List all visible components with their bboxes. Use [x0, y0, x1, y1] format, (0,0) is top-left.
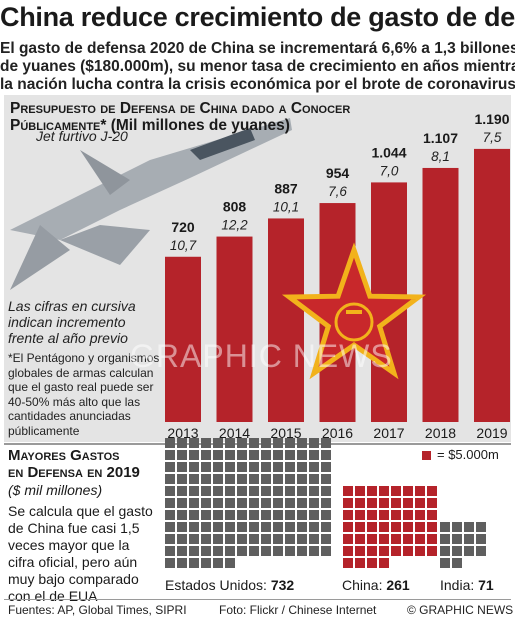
spending-unit: ($ mil millones) [8, 482, 103, 498]
legend: = $5.000m [422, 447, 499, 462]
category-label: 2018 [425, 425, 456, 441]
subtitle-line: la nación lucha contra la crisis económi… [0, 76, 515, 93]
footnote: *El Pentágono y organismos globales de a… [8, 351, 159, 438]
bar-2018 [422, 167, 459, 422]
subtitle-line: El gasto de defensa 2020 de China se inc… [0, 40, 515, 57]
footer-divider [4, 599, 511, 600]
footnote-line: que el gasto real puede ser [8, 380, 154, 394]
watermark: GRAPHIC NEWS [130, 338, 393, 374]
value-label: 720 [171, 219, 195, 235]
footer-photo: Foto: Flickr / Chinese Internet [219, 603, 377, 617]
bar-2014 [216, 236, 253, 422]
spending-title: Mayores Gastos en Defensa en 2019 [8, 447, 140, 481]
category-label: 2016 [322, 425, 353, 441]
bar-2015 [268, 218, 304, 422]
legend-text: = $5.000m [437, 447, 499, 462]
budget-chart-title: Presupuesto de Defensa de China dado a C… [10, 100, 350, 134]
footer-sources: Fuentes: AP, Global Times, SIPRI [8, 603, 187, 617]
value-label: 1.107 [423, 130, 458, 146]
bar-2019 [474, 148, 510, 422]
italic-note-line: frente al año previo [8, 330, 128, 346]
section-divider [4, 443, 511, 445]
value-label: 954 [326, 165, 350, 181]
category-label: 2013 [167, 425, 198, 441]
footnote-line: públicamente [8, 423, 80, 438]
spending-text-line: cifra oficial, pero aún [8, 554, 138, 570]
footnote-line: 40-50% más alto que las [8, 394, 141, 409]
label-usa: Estados Unidos: 732 [165, 577, 295, 593]
value-label: 808 [223, 199, 247, 215]
growth-label: 10,7 [170, 238, 197, 253]
italic-note: Las cifras en cursiva indican incremento… [8, 298, 136, 346]
label-china: China: 261 [342, 577, 410, 593]
value-label: 1.190 [474, 111, 509, 127]
main-title: China reduce crecimiento de gasto de def… [0, 2, 515, 32]
spending-text-line: de China fue casi 1,5 [8, 520, 140, 536]
category-label: 2014 [219, 425, 250, 441]
spending-text-line: muy bajo comparado [8, 571, 139, 587]
growth-label: 7,6 [328, 184, 347, 199]
chart-title-line1: Presupuesto de Defensa de China dado a C… [10, 100, 351, 117]
spending-text-line: Se calcula que el gasto [8, 503, 153, 519]
growth-label: 10,1 [273, 199, 299, 214]
italic-note-line: Las cifras en cursiva [8, 298, 136, 314]
category-label: 2017 [373, 425, 404, 441]
star-emblem [281, 242, 427, 380]
jet-illustration [10, 118, 292, 290]
category-label: 2015 [270, 425, 301, 441]
chart-title-unit: (Mil millones de yuanes) [106, 117, 290, 134]
spending-text-line: veces mayor que la [8, 537, 130, 553]
subtitle-line: de yuanes ($180.000m), su menor tasa de … [0, 58, 515, 75]
value-label: 1.044 [371, 144, 406, 160]
bar-2013 [165, 256, 201, 422]
star-inner-ring [334, 302, 374, 342]
jet-caption: Jet furtivo J-20 [36, 128, 128, 144]
footnote-line: cantidades anunciadas [8, 409, 131, 423]
growth-label: 7,0 [380, 163, 399, 178]
growth-label: 7,5 [483, 130, 502, 145]
spending-title-line2: en Defensa en 2019 [8, 464, 140, 481]
footnote-line: globales de armas calculan [8, 365, 154, 380]
category-label: 2019 [476, 425, 507, 441]
growth-label: 12,2 [221, 218, 248, 233]
footnote-line: *El Pentágono y organismos [8, 351, 160, 365]
label-india: India: 71 [440, 577, 494, 593]
footer-copyright: © GRAPHIC NEWS [407, 603, 514, 617]
legend-swatch [422, 451, 431, 461]
spending-title-line1: Mayores Gastos [8, 447, 120, 464]
growth-label: 8,1 [431, 149, 450, 164]
spending-text: Se calcula que el gasto de China fue cas… [8, 503, 153, 605]
chart-title-public: Públicamente* [10, 117, 107, 134]
star-inner-mark [346, 310, 362, 314]
value-label: 887 [274, 180, 298, 196]
subtitle: El gasto de defensa 2020 de China se inc… [0, 40, 515, 94]
spending-text-line: con el de EUA [8, 588, 98, 604]
italic-note-line: indican incremento [8, 314, 126, 330]
